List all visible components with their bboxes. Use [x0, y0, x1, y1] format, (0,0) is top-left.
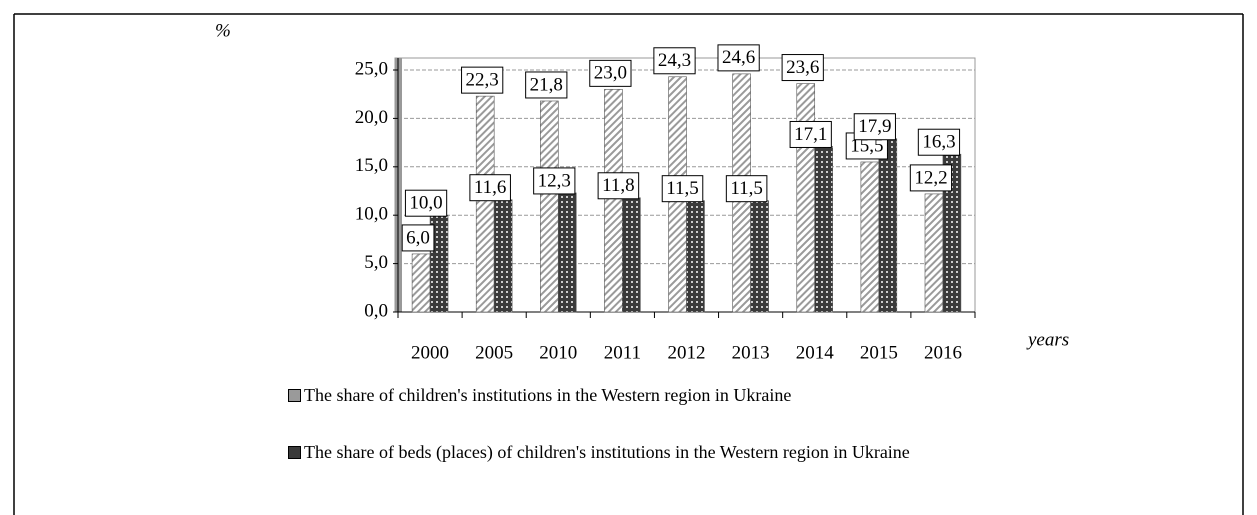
- x-tick-label: 2011: [604, 342, 641, 363]
- value-label-box: 16,3: [917, 128, 961, 156]
- x-tick-label: 2015: [860, 342, 898, 363]
- y-tick-label: 10,0: [355, 204, 388, 225]
- value-label: 17,1: [794, 124, 827, 145]
- value-label: 24,3: [658, 50, 691, 71]
- x-tick-label: 2010: [539, 342, 577, 363]
- y-axis-label: %: [215, 20, 231, 41]
- legend-item: The share of children's institutions in …: [288, 384, 1058, 406]
- value-label: 21,8: [530, 74, 563, 95]
- y-tick-label: 15,0: [355, 155, 388, 176]
- bar: [924, 193, 944, 313]
- legend-label: The share of beds (places) of children's…: [304, 442, 910, 462]
- y-tick-label: 20,0: [355, 107, 388, 128]
- value-label-box: 6,0: [401, 224, 435, 252]
- x-tick-label: 2005: [475, 342, 513, 363]
- value-label-box: 23,0: [589, 59, 632, 87]
- y-tick-label: 5,0: [364, 252, 388, 273]
- value-label-box: 12,3: [533, 167, 576, 195]
- value-label: 22,3: [466, 69, 499, 90]
- value-label: 11,8: [602, 175, 635, 196]
- bar: [411, 253, 431, 313]
- value-label: 10,0: [409, 193, 442, 214]
- value-label-box: 11,5: [661, 175, 704, 203]
- value-label-box: 21,8: [525, 71, 568, 99]
- value-label-box: 17,1: [789, 120, 832, 148]
- value-label-box: 10,0: [404, 189, 448, 217]
- bar: [540, 100, 559, 313]
- bar: [686, 200, 705, 313]
- value-label-box: 24,6: [717, 44, 760, 72]
- legend-swatch: [288, 446, 301, 459]
- value-label: 24,6: [722, 47, 755, 68]
- x-tick-label: 2012: [668, 342, 706, 363]
- x-tick-label: 2000: [411, 342, 449, 363]
- value-label-box: 23,6: [781, 54, 824, 82]
- value-label-box: 11,8: [597, 172, 640, 200]
- bar: [604, 89, 623, 313]
- x-tick-label: 2013: [732, 342, 770, 363]
- bar: [814, 146, 833, 313]
- bar: [475, 95, 495, 313]
- legend-item: The share of beds (places) of children's…: [288, 441, 1058, 463]
- bar: [557, 192, 577, 313]
- value-label: 11,6: [474, 177, 507, 198]
- value-label: 12,2: [914, 167, 947, 188]
- bar: [622, 197, 641, 313]
- legend-swatch: [288, 389, 301, 402]
- value-label: 16,3: [922, 132, 955, 153]
- y-tick-label: 0,0: [364, 300, 388, 321]
- value-label-box: 11,5: [725, 175, 768, 203]
- value-label: 17,9: [858, 116, 891, 137]
- bar: [493, 199, 513, 313]
- legend-label: The share of children's institutions in …: [304, 385, 792, 405]
- value-label-box: 22,3: [461, 66, 504, 94]
- bar: [860, 161, 880, 313]
- value-label: 15,5: [850, 135, 883, 156]
- value-label-box: 11,6: [469, 174, 511, 202]
- value-label: 11,5: [730, 178, 763, 199]
- bar: [750, 200, 769, 313]
- value-label: 23,0: [594, 63, 627, 84]
- bar: [796, 83, 816, 313]
- x-axis-label: years: [1026, 329, 1069, 350]
- x-tick-label: 2016: [924, 342, 962, 363]
- value-label: 12,3: [538, 170, 571, 191]
- y-tick-label: 25,0: [355, 58, 388, 79]
- value-label-box: 24,3: [653, 47, 696, 75]
- value-label-box: 17,9: [853, 113, 896, 141]
- value-label-box: 12,2: [909, 164, 953, 192]
- x-tick-label: 2014: [796, 342, 835, 363]
- value-label-box: 15,5: [845, 132, 888, 160]
- bar: [878, 138, 898, 313]
- value-label: 23,6: [786, 57, 819, 78]
- value-label: 6,0: [406, 227, 430, 248]
- value-label: 11,5: [666, 178, 699, 199]
